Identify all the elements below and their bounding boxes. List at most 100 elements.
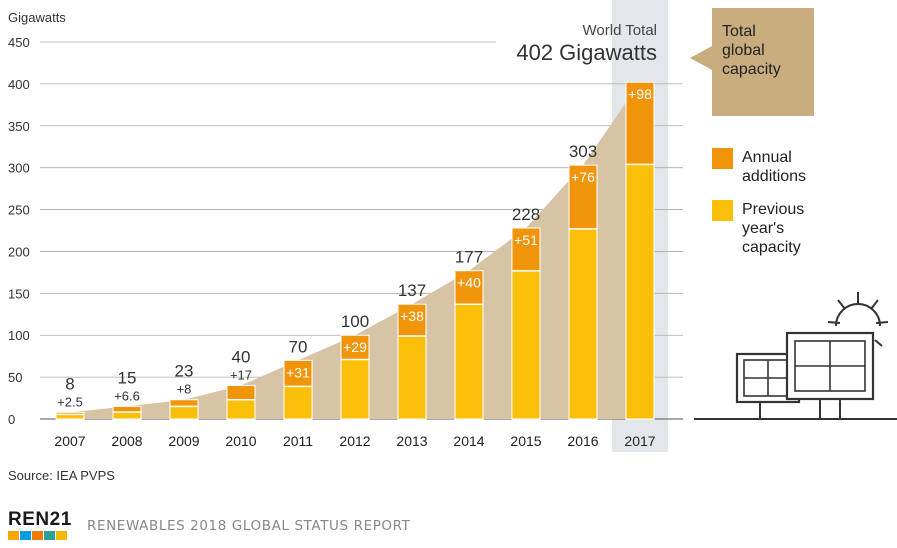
bar-outline-2014 (454, 270, 484, 420)
sun-ray-3 (870, 299, 879, 310)
y-tick-label-100: 100 (8, 328, 30, 343)
addition-label-2008: +6.6 (114, 388, 140, 403)
bar-previous-2011 (284, 386, 312, 419)
y-tick-label-200: 200 (8, 244, 30, 259)
brand-color-block-1 (8, 531, 19, 540)
bar-previous-2007 (56, 414, 84, 419)
bar-previous-2016 (569, 228, 597, 419)
bar-addition-2013 (398, 304, 426, 337)
bar-outline-2007 (55, 411, 85, 420)
bar-outline-2017 (625, 81, 655, 420)
x-tick-label-2014: 2014 (453, 433, 484, 449)
bar-previous-2009 (170, 406, 198, 419)
x-tick-label-2017: 2017 (624, 433, 655, 449)
solar-pv-capacity-chart: Gigawatts 0 50 100 150 200 250 300 350 400 450 200… (8, 0, 897, 452)
addition-label-2015: +51 (514, 232, 538, 248)
bar-previous-2017 (626, 164, 654, 419)
x-tick-label-2011: 2011 (283, 433, 313, 449)
x-tick-label-2009: 2009 (168, 433, 199, 449)
total-label-2009: 23 (175, 362, 194, 381)
bar-previous-2014 (455, 304, 483, 419)
y-tick-label-400: 400 (8, 77, 30, 92)
total-label-2008: 15 (118, 368, 137, 387)
legend-previous-label-line-2: year's (742, 220, 784, 237)
source-note: Source: IEA PVPS (8, 468, 115, 483)
bar-addition-2007 (56, 412, 84, 415)
sun-ray-4 (827, 321, 841, 324)
y-tick-label-450: 450 (8, 35, 30, 50)
bar-outline-2009 (169, 399, 199, 420)
x-tick-label-2007: 2007 (54, 433, 85, 449)
bar-addition-2012 (341, 335, 369, 360)
bar-addition-2014 (455, 270, 483, 305)
x-tick-label-2013: 2013 (396, 433, 427, 449)
legend-total-label-line-1: Total (722, 23, 756, 40)
bar-addition-2015 (512, 227, 540, 271)
bar-addition-2009 (170, 399, 198, 407)
addition-label-2012: +29 (343, 339, 367, 355)
brand-color-block-3 (32, 531, 43, 540)
annotation-line1: World Total (583, 22, 657, 39)
legend-previous-label-line-3: capacity (742, 239, 801, 256)
addition-label-2014: +40 (457, 275, 481, 291)
x-tick-label-2016: 2016 (567, 433, 598, 449)
y-tick-label-0: 0 (8, 412, 15, 427)
addition-label-2009: +8 (177, 382, 192, 397)
total-label-2011: 70 (289, 337, 308, 356)
sun-ray-2 (837, 299, 846, 310)
addition-label-2016: +76 (571, 169, 595, 185)
total-label-2014: 177 (455, 248, 483, 267)
x-tick-label-2015: 2015 (510, 433, 541, 449)
bar-previous-2008 (113, 411, 141, 419)
sun-ray-6 (874, 339, 883, 347)
x-tick-label-2008: 2008 (111, 433, 142, 449)
legend-previous-label-line-1: Previous (742, 201, 804, 218)
x-tick-label-2010: 2010 (225, 433, 256, 449)
addition-label-2011: +31 (286, 364, 310, 380)
bar-outline-2015 (511, 227, 541, 420)
bar-outline-2011 (283, 359, 313, 420)
addition-label-2010: +17 (230, 367, 252, 382)
sun-ray-5 (875, 321, 889, 324)
legend-additions-label-line-2: additions (742, 168, 806, 185)
total-label-2012: 100 (341, 312, 369, 331)
bar-addition-2011 (284, 360, 312, 387)
legend-total-swatch (690, 8, 814, 116)
total-label-2007: 8 (65, 374, 74, 393)
y-tick-label-300: 300 (8, 161, 30, 176)
bar-outline-2012 (340, 334, 370, 420)
x-tick-label-2012: 2012 (339, 433, 370, 449)
y-tick-label-350: 350 (8, 119, 30, 134)
legend-total-label-line-2: global (722, 42, 765, 59)
bar-addition-2016 (569, 165, 597, 229)
bar-outline-2016 (568, 164, 598, 420)
bar-outline-2013 (397, 303, 427, 420)
brand-color-strip (8, 531, 72, 540)
legend-previous-swatch (712, 200, 733, 221)
total-label-2015: 228 (512, 205, 540, 224)
brand-number: 21 (49, 509, 72, 530)
total-label-2010: 40 (232, 347, 251, 366)
bar-addition-2010 (227, 385, 255, 400)
y-tick-label-250: 250 (8, 203, 30, 218)
brand-color-block-4 (44, 531, 55, 540)
legend-total-label-line-3: capacity (722, 61, 781, 78)
addition-label-2013: +38 (400, 308, 424, 324)
brand-color-block-5 (56, 531, 67, 540)
bar-previous-2012 (341, 359, 369, 419)
total-capacity-area (56, 82, 654, 420)
total-label-2013: 137 (398, 281, 426, 300)
bar-previous-2015 (512, 270, 540, 419)
brand-name: REN (8, 509, 50, 530)
total-label-2016: 303 (569, 142, 597, 161)
y-axis-label: Gigawatts (8, 10, 66, 25)
y-tick-label-50: 50 (8, 370, 22, 385)
ren21-logo: REN21 (8, 509, 72, 540)
legend-additions-label-line-1: Annual (742, 149, 792, 166)
y-tick-label-150: 150 (8, 286, 30, 301)
legend-additions-swatch (712, 148, 733, 169)
annotation-line2: 402 Gigawatts (516, 40, 657, 65)
bar-outline-2008 (112, 405, 142, 420)
brand-color-block-2 (20, 531, 31, 540)
solar-panel-illustration (694, 292, 897, 420)
